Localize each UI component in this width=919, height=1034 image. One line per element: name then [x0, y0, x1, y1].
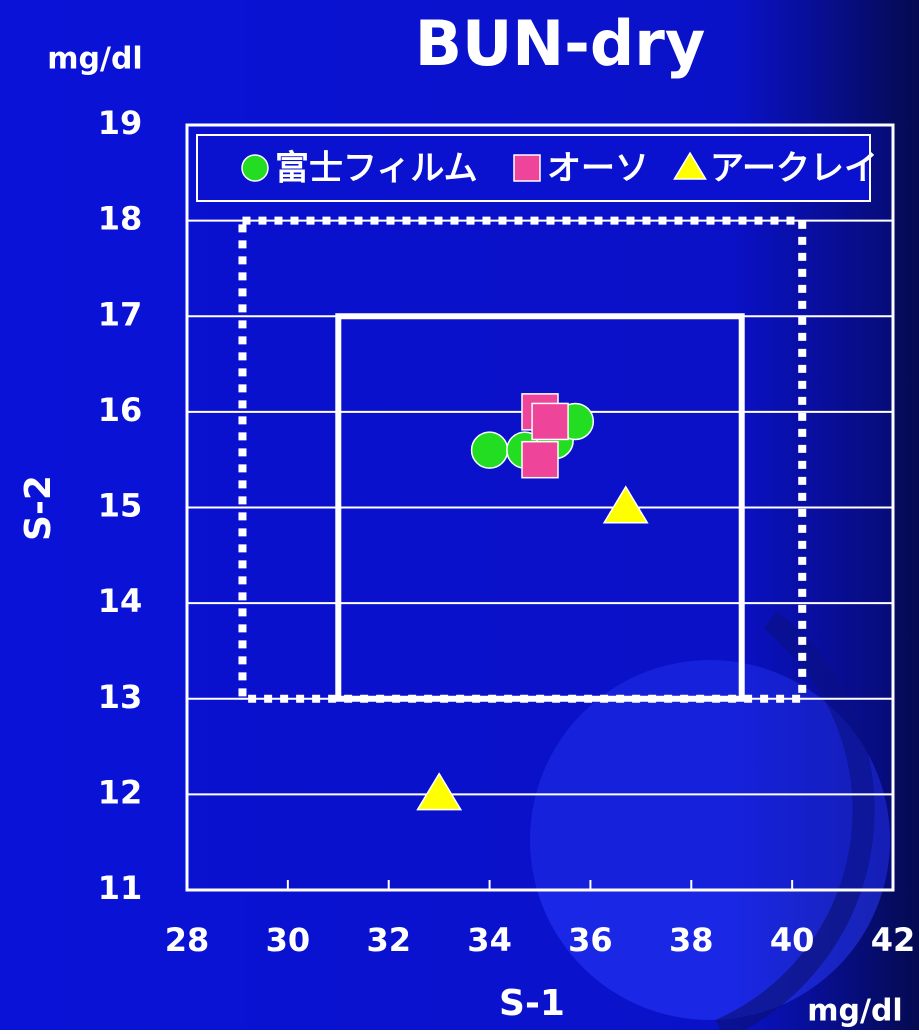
- x-axis-label: S-1: [499, 983, 565, 1024]
- chart-title: BUN-dry: [415, 7, 706, 80]
- legend-label: アークレイ: [710, 149, 878, 189]
- x-tick-label: 42: [871, 921, 916, 959]
- legend-marker: [673, 151, 707, 180]
- x-tick-label: 32: [366, 921, 411, 959]
- y-unit: mg/dl: [47, 42, 142, 77]
- x-tick-label: 30: [266, 921, 311, 959]
- y-tick-label: 15: [98, 487, 143, 525]
- globe-arc: [715, 611, 875, 1034]
- y-tick-label: 14: [98, 582, 143, 620]
- x-tick-label: 36: [568, 921, 613, 959]
- x-tick-label: 40: [770, 921, 815, 959]
- x-tick-label: 28: [165, 921, 210, 959]
- y-tick-label: 17: [98, 295, 143, 333]
- data-point: [521, 440, 559, 479]
- legend-marker: [241, 154, 269, 182]
- plot-border: [185, 123, 895, 892]
- x-unit: mg/dl: [807, 994, 902, 1029]
- y-tick-label: 11: [98, 869, 143, 907]
- range-box: [238, 216, 807, 703]
- y-tick-label: 18: [98, 200, 143, 238]
- data-point: [470, 431, 509, 469]
- data-point: [602, 485, 649, 524]
- legend-marker: [513, 154, 541, 182]
- y-tick-label: 12: [98, 773, 143, 811]
- legend-label: オーソ: [547, 149, 649, 189]
- data-point: [416, 772, 463, 811]
- x-tick-label: 34: [467, 921, 512, 959]
- legend-label: 富士フィルム: [275, 149, 478, 189]
- x-tick-label: 38: [669, 921, 714, 959]
- y-tick-label: 13: [98, 678, 143, 716]
- y-tick-label: 16: [98, 391, 143, 429]
- y-axis-label: S-2: [18, 475, 59, 541]
- data-point: [531, 402, 569, 441]
- globe-decoration: [530, 660, 890, 1020]
- y-tick-label: 19: [98, 104, 143, 142]
